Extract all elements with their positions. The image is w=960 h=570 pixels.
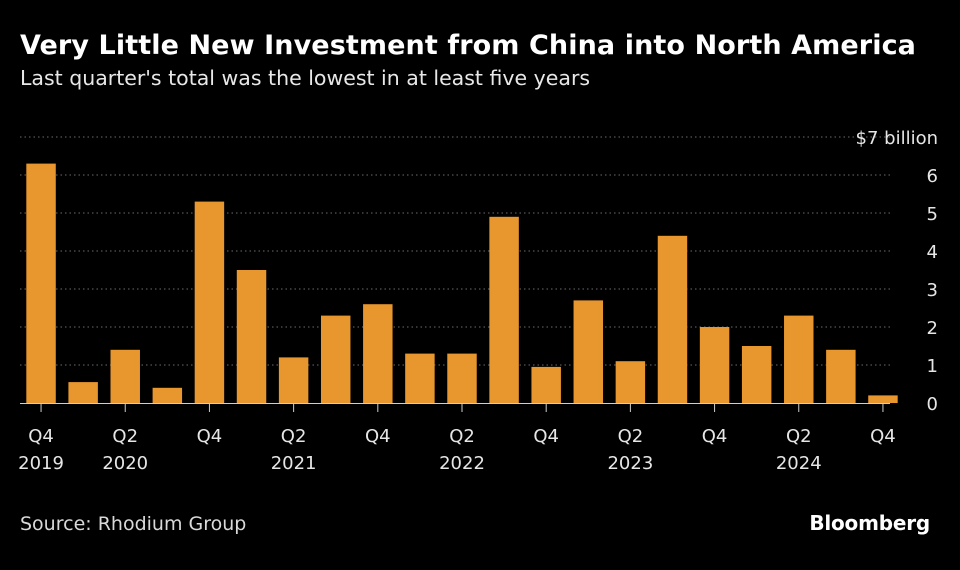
bar bbox=[405, 353, 435, 403]
bar bbox=[489, 216, 519, 403]
x-tick-label: Q2 bbox=[786, 426, 812, 447]
bar bbox=[699, 327, 730, 403]
x-tick-label: Q4 bbox=[533, 426, 559, 447]
x-tick-label: Q4 bbox=[197, 426, 223, 447]
bar bbox=[615, 361, 646, 403]
y-tick-label: 2 bbox=[927, 318, 938, 339]
bar bbox=[152, 387, 183, 403]
x-tick-year-label: 2023 bbox=[607, 453, 653, 474]
y-tick-label: $7 billion bbox=[856, 128, 938, 149]
source-note: Source: Rhodium Group bbox=[20, 513, 247, 535]
y-tick-label: 4 bbox=[927, 242, 938, 263]
bar bbox=[784, 315, 814, 403]
x-tick-label: Q4 bbox=[365, 426, 391, 447]
x-tick-year-label: 2021 bbox=[271, 453, 317, 474]
bar bbox=[741, 346, 772, 403]
bar bbox=[826, 349, 856, 403]
bar bbox=[320, 315, 351, 403]
x-tick-label: Q4 bbox=[870, 426, 896, 447]
bar bbox=[26, 163, 56, 403]
x-tick-year-label: 2019 bbox=[18, 453, 64, 474]
x-tick-year-label: 2022 bbox=[439, 453, 485, 474]
y-tick-label: 1 bbox=[927, 356, 938, 377]
bar bbox=[573, 300, 604, 403]
bar bbox=[194, 201, 225, 403]
x-tick-label: Q2 bbox=[618, 426, 644, 447]
y-tick-label: 5 bbox=[927, 204, 938, 225]
x-tick-label: Q2 bbox=[281, 426, 307, 447]
bar bbox=[531, 366, 561, 403]
bar bbox=[110, 349, 140, 403]
bar bbox=[447, 353, 477, 403]
brand-logo: Bloomberg bbox=[809, 511, 930, 535]
bar bbox=[657, 235, 688, 403]
x-tick-year-label: 2024 bbox=[776, 453, 822, 474]
x-tick-label: Q2 bbox=[112, 426, 138, 447]
bar bbox=[278, 357, 309, 403]
chart-subtitle: Last quarter's total was the lowest in a… bbox=[20, 66, 591, 90]
y-tick-label: 0 bbox=[927, 394, 938, 415]
x-tick-label: Q2 bbox=[449, 426, 475, 447]
bar bbox=[236, 270, 267, 403]
x-tick-label: Q4 bbox=[28, 426, 54, 447]
bar bbox=[363, 304, 393, 403]
x-tick-year-label: 2020 bbox=[102, 453, 148, 474]
y-tick-label: 6 bbox=[927, 166, 938, 187]
bar bbox=[68, 382, 98, 403]
chart-title: Very Little New Investment from China in… bbox=[20, 30, 917, 61]
bar bbox=[868, 395, 898, 403]
y-tick-label: 3 bbox=[927, 280, 938, 301]
x-tick-label: Q4 bbox=[702, 426, 728, 447]
